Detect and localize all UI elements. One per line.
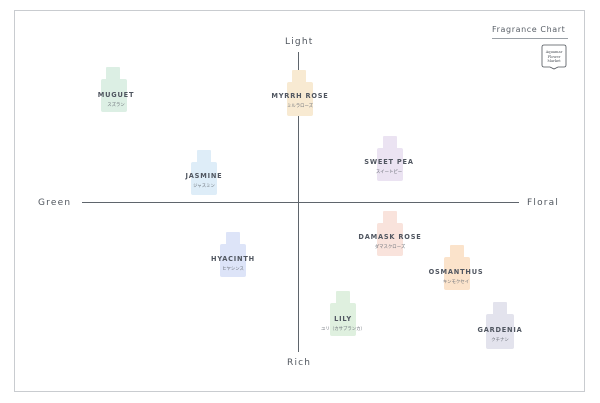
fragrance-name: GARDENIA bbox=[477, 326, 523, 334]
bottle-cap-icon bbox=[292, 70, 306, 84]
fragrance-kana: スイートピー bbox=[375, 170, 403, 175]
fragrance-name: OSMANTHUS bbox=[428, 268, 484, 276]
axis-label-right: Floral bbox=[527, 198, 560, 208]
bottle-body-icon bbox=[486, 314, 514, 349]
fragrance-name: SWEET PEA bbox=[364, 158, 414, 166]
horizontal-axis-line bbox=[82, 202, 519, 203]
chart-title: Fragrance Chart bbox=[492, 25, 566, 34]
logo-line-2: Flower bbox=[547, 54, 561, 59]
fragrance-name: HYACINTH bbox=[211, 255, 255, 263]
fragrance-kana: クチナシ bbox=[491, 338, 509, 343]
chart-frame bbox=[14, 10, 585, 392]
bottle-body-icon bbox=[101, 79, 127, 112]
vertical-axis-line bbox=[298, 52, 299, 352]
fragrance-kana: ダマスクローズ bbox=[374, 245, 406, 250]
fragrance-kana: ヒヤシンス bbox=[222, 267, 244, 272]
bottle-body-icon bbox=[377, 223, 403, 256]
bottle-cap-icon bbox=[450, 245, 464, 259]
logo-line-1: Aquamar bbox=[545, 50, 563, 54]
fragrance-name: LILY bbox=[334, 315, 352, 323]
bottle-cap-icon bbox=[336, 291, 350, 305]
axis-label-bottom: Rich bbox=[287, 358, 312, 368]
fragrance-name: MUGUET bbox=[97, 91, 135, 99]
bottle-cap-icon bbox=[493, 302, 507, 316]
logo-line-3: Market bbox=[547, 59, 561, 63]
fragrance-kana: ジャスミン bbox=[193, 184, 215, 189]
fragrance-kana: キンモクセイ bbox=[442, 280, 470, 285]
axis-label-top: Light bbox=[285, 37, 314, 47]
fragrance-name: DAMASK ROSE bbox=[358, 233, 422, 241]
title-underline bbox=[492, 38, 568, 39]
bottle-body-icon bbox=[220, 244, 246, 277]
bottle-body-icon bbox=[287, 82, 313, 116]
fragrance-name: JASMINE bbox=[185, 172, 223, 180]
bottle-body-icon bbox=[377, 148, 403, 181]
bottle-cap-icon bbox=[383, 136, 397, 150]
fragrance-kana: ミルラローズ bbox=[286, 104, 314, 109]
bottle-body-icon bbox=[444, 257, 470, 290]
bottle-cap-icon bbox=[106, 67, 120, 81]
fragrance-name: MYRRH ROSE bbox=[271, 92, 329, 100]
bottle-cap-icon bbox=[226, 232, 240, 246]
bottle-body-icon bbox=[330, 303, 356, 336]
bottle-body-icon bbox=[191, 162, 217, 195]
brand-logo-icon: Aquamar Flower Market bbox=[541, 44, 567, 70]
bottle-cap-icon bbox=[383, 211, 397, 225]
fragrance-kana: ユリ（カサブランカ） bbox=[321, 327, 365, 332]
bottle-cap-icon bbox=[197, 150, 211, 164]
axis-label-left: Green bbox=[38, 198, 72, 208]
fragrance-kana: スズラン bbox=[107, 103, 125, 108]
